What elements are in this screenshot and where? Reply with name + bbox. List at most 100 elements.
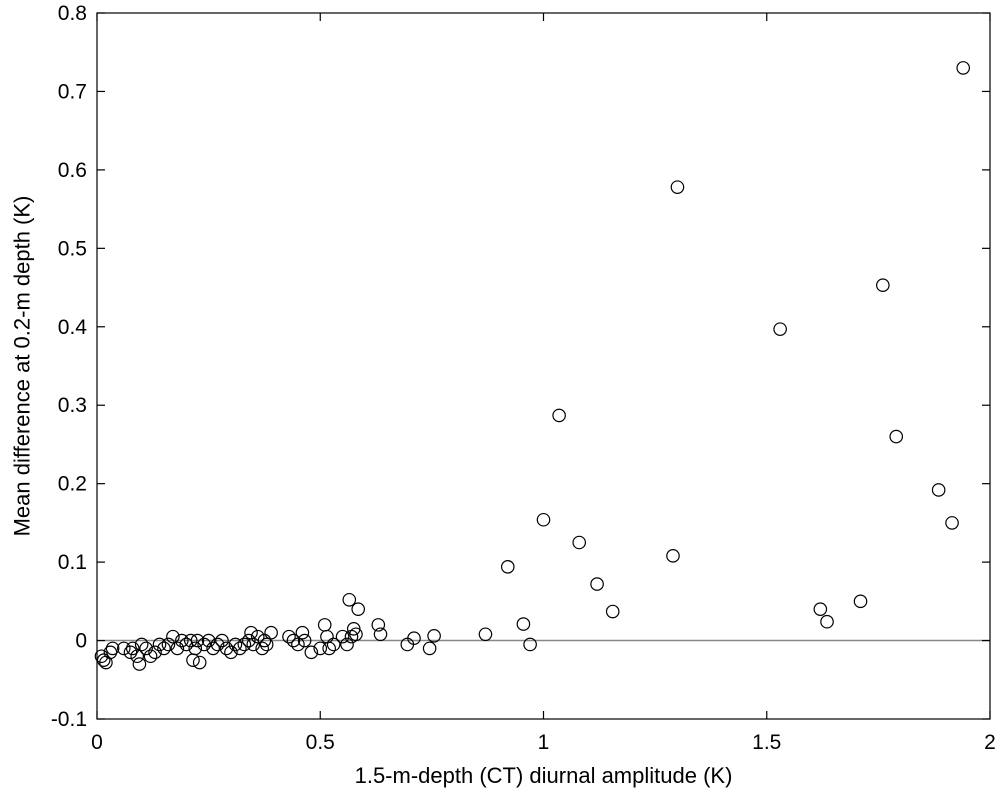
data-point	[478, 627, 493, 642]
data-point	[813, 602, 828, 616]
data-point	[552, 408, 566, 423]
data-point	[157, 641, 171, 656]
data-point	[224, 645, 238, 660]
data-point	[175, 633, 189, 648]
y-tick-label: 0.5	[58, 237, 87, 260]
y-tick-label: 0.8	[58, 2, 87, 25]
y-tick-label: 0	[75, 630, 87, 653]
plot-frame	[96, 12, 991, 720]
data-point	[188, 641, 203, 656]
x-axis-ticks: 0 0.5 1 1.5 2	[91, 13, 996, 754]
data-point	[286, 633, 301, 648]
data-point	[500, 560, 515, 574]
data-point	[670, 180, 685, 194]
y-tick-label: 0.1	[58, 551, 87, 574]
data-point	[103, 645, 118, 660]
data-point	[255, 641, 270, 656]
data-points	[94, 61, 971, 671]
data-point	[536, 512, 551, 527]
data-point	[342, 592, 357, 607]
y-tick-label: 0.3	[58, 394, 87, 417]
data-point	[326, 637, 341, 652]
data-point	[427, 629, 441, 643]
data-point	[152, 637, 167, 652]
y-tick-label: 0.2	[58, 473, 87, 496]
data-point	[931, 483, 946, 497]
y-tick-label: 0.6	[58, 159, 87, 182]
data-point	[820, 614, 834, 629]
x-tick-label: 1	[538, 731, 550, 754]
data-point	[773, 322, 787, 336]
data-point	[148, 645, 162, 660]
y-tick-label: 0.7	[58, 80, 87, 103]
y-axis-title: Mean difference at 0.2-m depth (K)	[10, 196, 35, 537]
data-point	[422, 641, 437, 656]
x-tick-label: 0.5	[306, 731, 335, 754]
data-point	[297, 633, 312, 648]
data-point	[945, 516, 959, 530]
data-point	[349, 627, 363, 642]
data-point	[351, 602, 366, 616]
data-point	[228, 637, 243, 652]
data-point	[572, 535, 587, 550]
data-point	[523, 637, 537, 652]
data-point	[335, 629, 350, 644]
data-point	[876, 278, 890, 293]
data-point	[250, 629, 265, 644]
data-point	[197, 637, 211, 652]
data-point	[373, 627, 388, 642]
data-point	[219, 641, 234, 656]
data-point	[237, 637, 252, 652]
x-axis-title: 1.5-m-depth (CT) diurnal amplitude (K)	[355, 763, 733, 788]
x-tick-label: 0	[91, 731, 103, 754]
data-point	[134, 637, 149, 652]
data-point	[192, 655, 207, 670]
data-point	[516, 617, 531, 631]
data-point	[139, 641, 153, 656]
data-point	[291, 637, 305, 652]
data-point	[295, 625, 310, 640]
data-point	[590, 577, 604, 591]
data-point	[125, 641, 140, 656]
data-point	[304, 645, 319, 660]
data-point	[322, 641, 336, 656]
data-point	[233, 641, 247, 656]
y-tick-label: 0.4	[58, 316, 88, 339]
y-tick-label: -0.1	[51, 708, 87, 731]
data-point	[143, 649, 158, 664]
data-point	[313, 641, 328, 656]
data-point	[116, 641, 131, 656]
data-point	[210, 637, 225, 652]
data-point	[282, 629, 296, 644]
data-point	[201, 633, 216, 648]
data-point	[340, 637, 354, 652]
data-point	[186, 653, 200, 667]
data-point	[666, 549, 680, 563]
data-point	[96, 653, 111, 667]
data-point	[956, 61, 971, 75]
data-point	[371, 618, 386, 632]
data-point	[259, 637, 274, 652]
data-point	[206, 641, 220, 656]
data-point	[161, 637, 176, 652]
data-point	[605, 604, 620, 619]
data-point	[264, 625, 278, 640]
data-point	[105, 641, 120, 656]
data-point	[215, 633, 229, 648]
data-point	[853, 594, 868, 609]
x-tick-label: 2	[984, 731, 996, 754]
y-axis-ticks: -0.1 0 0.1 0.2 0.3 0.4 0.5 0.6 0.7 0.8	[51, 2, 990, 731]
data-point	[242, 633, 256, 648]
data-point	[132, 657, 147, 671]
data-point	[170, 641, 185, 656]
data-point	[123, 645, 138, 660]
data-point	[257, 633, 272, 648]
data-point	[889, 429, 904, 444]
data-point	[166, 629, 180, 644]
x-tick-label: 1.5	[752, 731, 781, 754]
data-point	[190, 633, 205, 648]
data-point	[183, 633, 198, 648]
data-point	[130, 649, 144, 664]
data-point	[317, 618, 332, 632]
